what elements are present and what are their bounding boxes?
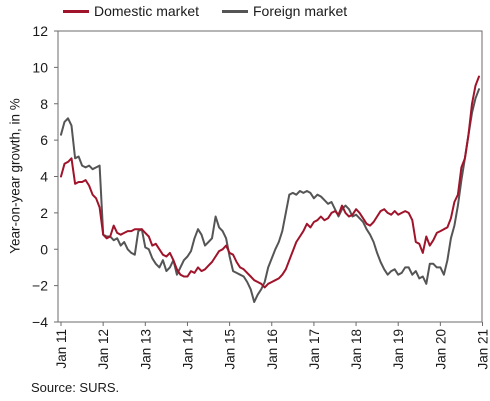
legend-foreign: Foreign market: [222, 2, 347, 20]
y-tick-label: 4: [40, 169, 48, 185]
y-tick-label: −4: [32, 314, 48, 330]
series-line-foreign: [60, 88, 480, 303]
x-tick-label: Jan 18: [349, 329, 364, 370]
legend-domestic: Domestic market: [63, 2, 199, 20]
x-axis: Jan 11 Jan 12 Jan 13 Jan 14 Jan 15 Jan 16 Jan …: [54, 322, 490, 370]
x-tick-label: Jan 16: [265, 329, 280, 370]
x-tick-label: Jan 19: [391, 329, 406, 370]
legend-swatch-domestic: [63, 9, 89, 13]
series-line-domestic: [60, 75, 480, 289]
x-tick-label: Jan 11: [54, 329, 69, 369]
legend-swatch-foreign: [222, 9, 248, 13]
y-axis-label: Year-on-year growth, in %: [7, 98, 23, 254]
y-tick-label: 6: [40, 132, 48, 148]
x-tick-label: Jan 14: [180, 329, 195, 370]
legend-label-domestic: Domestic market: [94, 3, 200, 19]
y-tick-label: 8: [40, 96, 48, 112]
y-tick-label: 10: [32, 59, 48, 75]
y-axis: −4 −2 0 2 4 6 8 10 12: [32, 23, 58, 330]
y-tick-label: 12: [32, 23, 48, 39]
y-tick-label: 0: [40, 241, 48, 257]
x-tick-label: Jan 20: [433, 329, 448, 370]
series-lines: [60, 75, 480, 303]
y-tick-label: 2: [40, 205, 48, 221]
source-note: Source: SURS.: [31, 380, 120, 395]
y-tick-label: −2: [32, 278, 48, 294]
legend-label-foreign: Foreign market: [253, 3, 348, 19]
x-tick-label: Jan 12: [96, 329, 111, 370]
x-tick-label: Jan 13: [138, 329, 153, 370]
x-tick-label: Jan 17: [307, 329, 322, 370]
x-tick-label: Jan 21: [476, 329, 490, 370]
x-tick-label: Jan 15: [223, 329, 238, 370]
